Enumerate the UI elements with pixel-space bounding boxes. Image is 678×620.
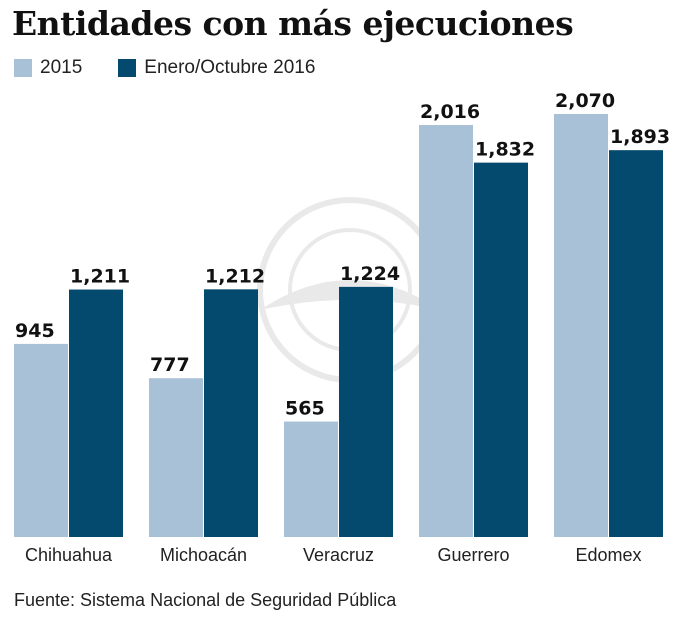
data-label-michoacán-2015: 777 [150,354,190,376]
category-label-edomex: Edomex [575,545,641,565]
bar-michoacán-2015 [149,378,203,537]
category-label-veracruz: Veracruz [303,545,374,565]
bar-edomex-2015 [554,114,608,537]
bar-edomex-2016 [609,150,663,538]
source-note: Fuente: Sistema Nacional de Seguridad Pú… [14,590,397,610]
data-label-edomex-2015: 2,070 [555,90,615,112]
bar-guerrero-2015 [419,125,473,537]
data-label-chihuahua-2016: 1,211 [70,266,130,288]
category-label-michoacán: Michoacán [160,545,247,565]
bar-chihuahua-2015 [14,343,68,537]
data-label-guerrero-2015: 2,016 [420,101,480,123]
bar-michoacán-2016 [204,289,258,537]
data-label-guerrero-2016: 1,832 [475,139,535,161]
bar-guerrero-2016 [474,162,528,538]
legend-item-2016: Enero/Octubre 2016 [118,57,315,79]
bar-veracruz-2015 [284,421,338,537]
legend-label-2016: Enero/Octubre 2016 [144,57,316,78]
data-label-veracruz-2015: 565 [285,398,325,420]
bar-veracruz-2016 [339,286,393,537]
legend: 2015 Enero/Octubre 2016 [14,57,351,79]
data-label-veracruz-2016: 1,224 [340,263,400,285]
data-label-michoacán-2016: 1,212 [205,265,265,287]
category-label-guerrero: Guerrero [437,545,509,565]
legend-swatch-2016 [118,59,137,77]
data-label-chihuahua-2015: 945 [15,320,55,342]
legend-swatch-2015 [14,59,32,77]
category-label-chihuahua: Chihuahua [25,545,113,565]
legend-label-2015: 2015 [40,57,83,78]
chart-title: Entidades con más ejecuciones [12,4,574,43]
legend-item-2015: 2015 [14,57,82,79]
data-label-edomex-2016: 1,893 [610,126,670,148]
bar-chihuahua-2016 [69,289,123,537]
